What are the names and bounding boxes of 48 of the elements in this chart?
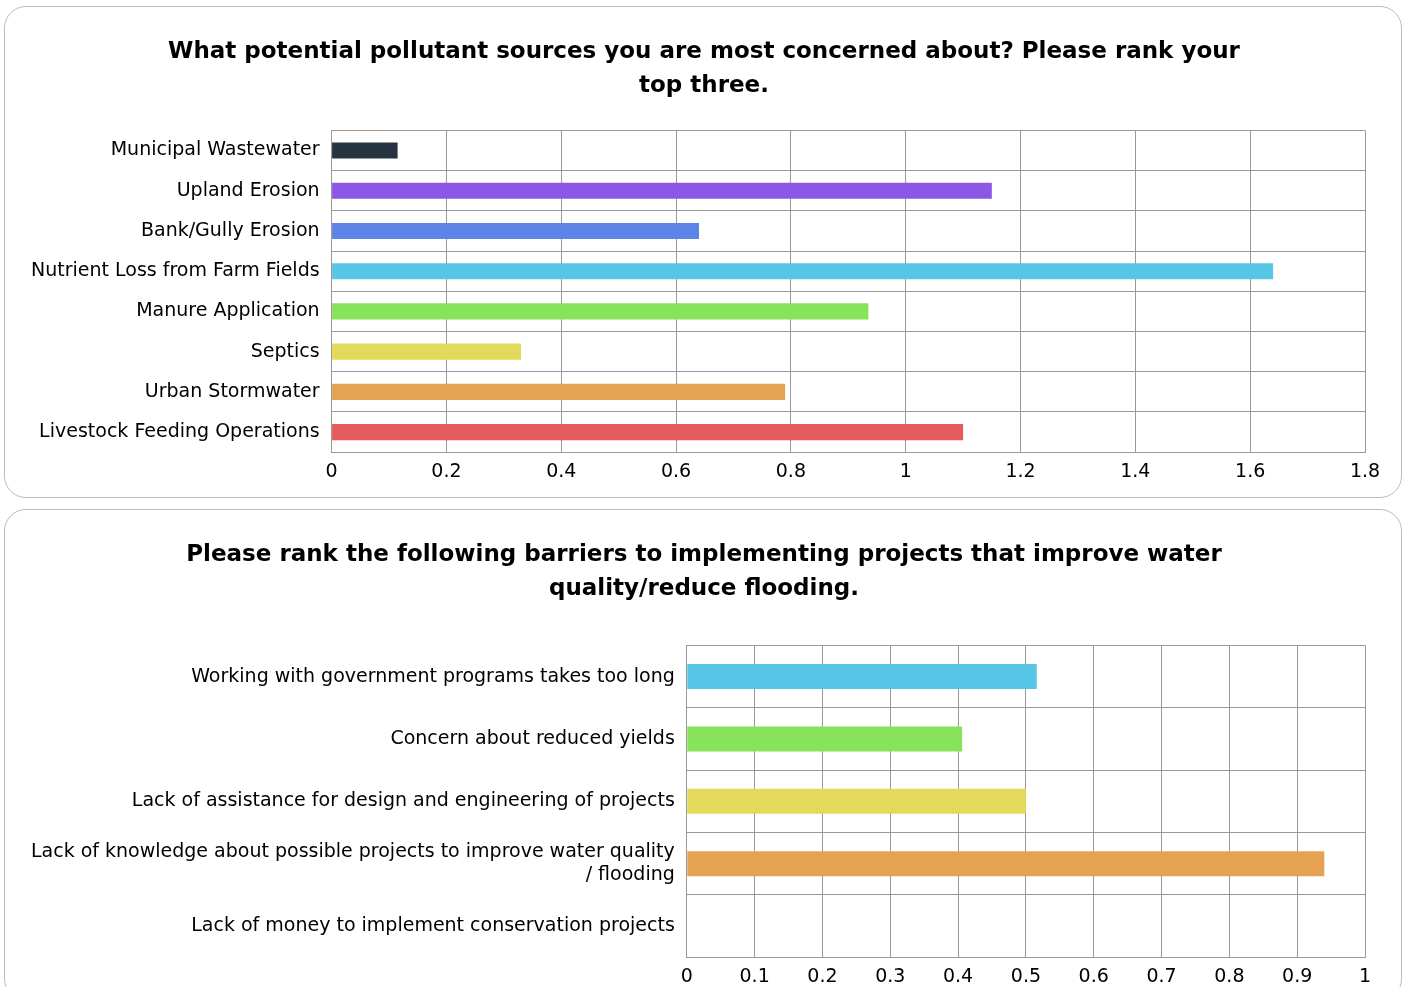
bar: [687, 664, 1037, 690]
bar: [332, 263, 1274, 280]
x-tick-label: 1.8: [1349, 458, 1381, 481]
x-tick-label: 0.5: [1010, 963, 1042, 986]
bar: [332, 383, 786, 400]
y-tick-label: Lack of knowledge about possible projects to improve water quality / flooding: [31, 839, 675, 884]
x-tick-label: 1.2: [1005, 458, 1036, 481]
x-tick-label: 0.4: [546, 458, 577, 481]
y-tick-label: Bank/Gully Erosion: [140, 217, 320, 240]
x-tick-label: 0.9: [1282, 963, 1313, 986]
y-tick-label: Urban Stormwater: [144, 378, 320, 401]
y-tick-label: Concern about reduced yields: [390, 725, 675, 748]
x-tick-label: 0.7: [1146, 963, 1177, 986]
y-tick-label: Livestock Feeding Operations: [39, 419, 320, 442]
y-tick-label: Nutrient Loss from Farm Fields: [31, 258, 320, 281]
x-tick-label: 1.6: [1235, 458, 1266, 481]
x-tick-label: 0.2: [431, 458, 462, 481]
x-tick-label: 1: [1358, 963, 1372, 986]
x-tick-label: 0.2: [807, 963, 838, 986]
bar: [687, 851, 1325, 877]
x-tick-label: 0.1: [739, 963, 770, 986]
y-tick-label: Upland Erosion: [176, 177, 320, 200]
chart-title: What potential pollutant sources you are most concerned about? Please rank your top three.: [167, 36, 1241, 99]
bar: [332, 142, 398, 159]
y-tick-label: Municipal Wastewater: [110, 137, 320, 160]
x-tick-label: 0: [680, 963, 693, 986]
x-tick-label: 1.4: [1120, 458, 1151, 481]
bar: [332, 343, 522, 360]
bar: [332, 424, 964, 441]
x-tick-label: 0.6: [1078, 963, 1109, 986]
bar: [687, 788, 1026, 814]
x-tick-label: 0.6: [660, 458, 692, 481]
bar: [332, 222, 700, 240]
y-tick-label: Lack of money to implement conservation projects: [191, 912, 675, 935]
x-tick-label: 0.3: [875, 963, 906, 986]
x-tick-label: 0.4: [942, 963, 974, 986]
y-tick-label: Septics: [250, 338, 320, 361]
x-tick-label: 0.8: [775, 458, 806, 481]
bar: [332, 303, 869, 320]
x-tick-label: 1: [899, 458, 912, 481]
x-tick-label: 0.8: [1214, 963, 1245, 986]
bar: [332, 182, 992, 199]
y-tick-label: Working with government programs takes too long: [191, 663, 675, 686]
chart-title: Please rank the following barriers to implementing projects that improve water quality/reduce flooding.: [185, 539, 1223, 602]
x-tick-label: 0: [325, 458, 338, 481]
y-tick-label: Lack of assistance for design and engineering of projects: [131, 788, 675, 811]
y-tick-label: Manure Application: [136, 298, 320, 321]
bar: [687, 726, 963, 752]
